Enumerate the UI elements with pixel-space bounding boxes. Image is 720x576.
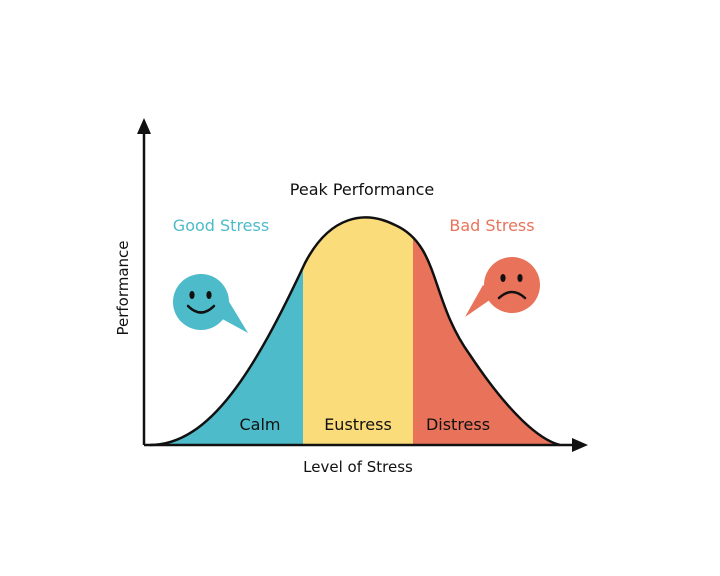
bad-stress-label: Bad Stress (449, 216, 534, 235)
zone-eustress-fill (303, 217, 413, 445)
good-stress-label: Good Stress (173, 216, 269, 235)
zone-calm-label: Calm (239, 415, 280, 434)
bell-curve (149, 216, 561, 447)
y-axis-arrow-icon (137, 118, 151, 134)
x-axis-arrow-icon (572, 438, 588, 452)
y-axis-label: Performance (114, 240, 132, 335)
x-axis-label: Level of Stress (303, 458, 413, 476)
zone-distress-label: Distress (426, 415, 490, 434)
sad-face-icon (465, 257, 540, 317)
peak-performance-label: Peak Performance (290, 180, 434, 199)
zone-eustress-label: Eustress (324, 415, 392, 434)
smiley-face-icon (173, 274, 248, 333)
